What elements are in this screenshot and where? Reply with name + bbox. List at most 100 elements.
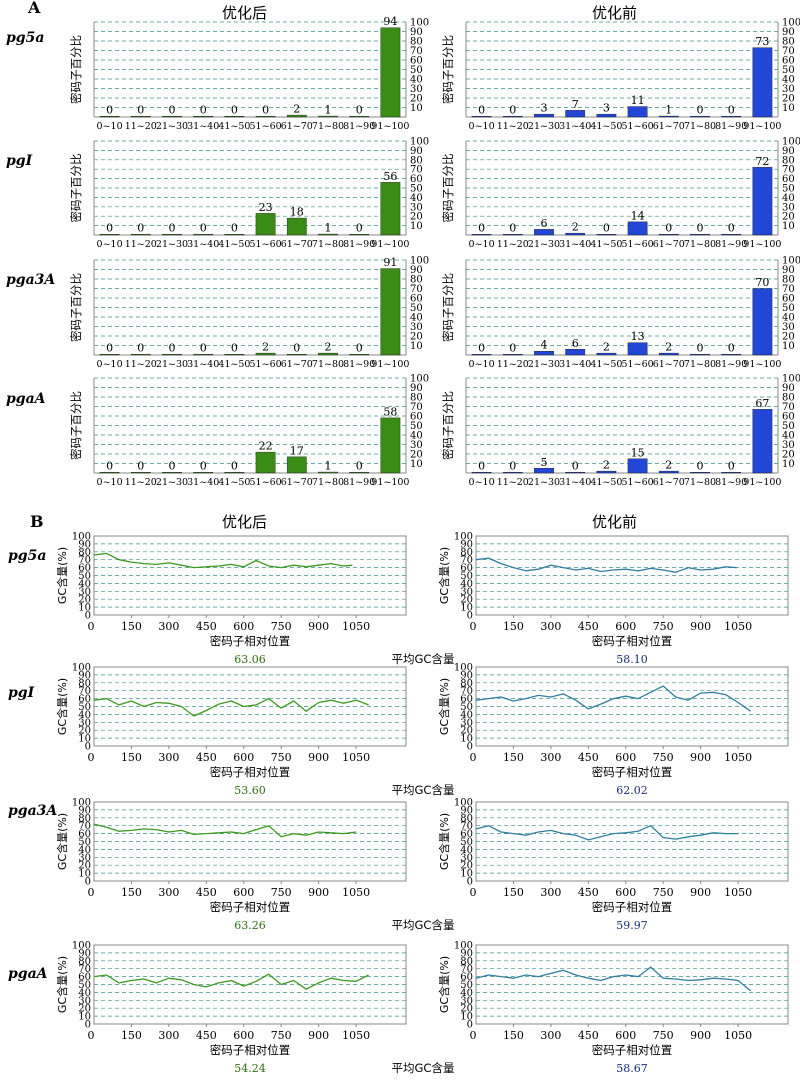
y-tick-label: 20 bbox=[78, 1004, 91, 1015]
data-label: 58 bbox=[383, 405, 397, 418]
y-tick-label: 0 bbox=[85, 742, 91, 753]
x-tick-label: 21~30 bbox=[528, 239, 560, 250]
bar bbox=[627, 458, 648, 474]
bar bbox=[193, 233, 214, 236]
y-tick-label: 30 bbox=[782, 202, 795, 213]
y-tick-label: 50 bbox=[410, 421, 423, 432]
bar bbox=[224, 233, 245, 236]
bar bbox=[721, 115, 742, 118]
bar bbox=[565, 472, 586, 474]
x-tick-label: 750 bbox=[653, 620, 674, 633]
bar bbox=[752, 409, 773, 474]
x-tick-label: 51~60 bbox=[250, 239, 282, 250]
x-tick-label: 1050 bbox=[724, 751, 752, 764]
x-tick-label: 11~20 bbox=[497, 239, 529, 250]
data-label: 0 bbox=[106, 460, 113, 473]
y-axis-label: GC含量(%) bbox=[55, 956, 69, 1013]
y-tick-label: 70 bbox=[78, 555, 91, 566]
y-tick-label: 30 bbox=[782, 322, 795, 333]
y-tick-label: 80 bbox=[460, 813, 473, 824]
bar bbox=[752, 288, 773, 356]
data-label: 3 bbox=[603, 102, 610, 115]
plot-frame bbox=[93, 666, 407, 747]
y-tick-label: 10 bbox=[782, 221, 795, 232]
x-tick-label: 150 bbox=[121, 751, 142, 764]
y-tick-label: 30 bbox=[78, 853, 91, 864]
x-tick-label: 61~70 bbox=[653, 359, 685, 370]
x-tick-label: 0 bbox=[88, 620, 95, 633]
x-tick-label: 91~100 bbox=[371, 121, 409, 132]
y-tick-label: 10 bbox=[410, 103, 423, 114]
data-label: 0 bbox=[137, 222, 144, 235]
bar bbox=[255, 451, 276, 474]
data-label: 1 bbox=[325, 222, 332, 235]
y-tick-label: 100 bbox=[454, 663, 473, 674]
x-tick-label: 41~50 bbox=[590, 477, 622, 488]
y-axis-label: 密码子百分比 bbox=[69, 35, 83, 104]
data-label: 0 bbox=[293, 342, 300, 355]
bar bbox=[658, 352, 679, 356]
y-tick-label: 30 bbox=[460, 853, 473, 864]
data-label: 0 bbox=[169, 460, 176, 473]
y-tick-label: 30 bbox=[410, 202, 423, 213]
data-label: 0 bbox=[728, 342, 735, 355]
x-tick-label: 0~10 bbox=[97, 477, 123, 488]
panel-b-header-optimized: 优化后 bbox=[222, 513, 268, 531]
y-tick-label: 70 bbox=[410, 284, 423, 295]
y-tick-label: 40 bbox=[782, 75, 795, 86]
x-tick-label: 31~40 bbox=[187, 239, 219, 250]
x-tick-label: 600 bbox=[233, 886, 254, 899]
panel-b-letter: B bbox=[30, 512, 44, 531]
data-label: 2 bbox=[572, 221, 579, 234]
data-label: 0 bbox=[356, 104, 363, 117]
y-tick-label: 70 bbox=[410, 46, 423, 57]
plot-frame bbox=[93, 801, 407, 882]
data-label: 0 bbox=[572, 460, 579, 473]
bar bbox=[318, 352, 338, 356]
x-tick-label: 600 bbox=[615, 886, 636, 899]
x-tick-label: 81~90 bbox=[343, 359, 375, 370]
data-label: 0 bbox=[728, 222, 735, 235]
y-tick-label: 70 bbox=[410, 165, 423, 176]
x-tick-label: 0 bbox=[470, 751, 477, 764]
y-tick-label: 10 bbox=[782, 459, 795, 470]
bar bbox=[596, 470, 617, 474]
x-tick-label: 0~10 bbox=[469, 239, 495, 250]
y-tick-label: 60 bbox=[460, 972, 473, 983]
y-tick-label: 30 bbox=[78, 718, 91, 729]
x-tick-label: 91~100 bbox=[743, 239, 781, 250]
y-tick-label: 20 bbox=[410, 212, 423, 223]
average-gc-value: 53.60 bbox=[234, 784, 266, 797]
y-tick-label: 80 bbox=[460, 956, 473, 967]
x-tick-label: 11~20 bbox=[125, 121, 157, 132]
x-tick-label: 900 bbox=[690, 620, 711, 633]
average-gc-value: 63.06 bbox=[234, 653, 266, 666]
y-tick-label: 90 bbox=[460, 948, 473, 959]
y-axis-label: 密码子百分比 bbox=[441, 154, 455, 223]
y-tick-label: 70 bbox=[460, 964, 473, 975]
y-axis-label: 密码子百分比 bbox=[69, 391, 83, 460]
y-tick-label: 100 bbox=[782, 18, 800, 29]
data-label: 2 bbox=[325, 341, 332, 354]
y-axis-label: GC含量(%) bbox=[55, 547, 69, 604]
data-label: 2 bbox=[262, 341, 269, 354]
data-label: 0 bbox=[356, 460, 363, 473]
y-tick-label: 30 bbox=[782, 440, 795, 451]
x-tick-label: 51~60 bbox=[250, 121, 282, 132]
y-tick-label: 60 bbox=[410, 294, 423, 305]
y-tick-label: 60 bbox=[782, 174, 795, 185]
bar bbox=[721, 354, 742, 356]
bar bbox=[534, 468, 554, 474]
data-label: 0 bbox=[262, 104, 269, 117]
y-tick-label: 90 bbox=[410, 383, 423, 394]
data-label: 94 bbox=[383, 15, 397, 28]
x-tick-label: 300 bbox=[540, 751, 561, 764]
gene-label-pgaA-a: pgaA bbox=[6, 391, 46, 407]
x-axis-label: 密码子相对位置 bbox=[210, 634, 291, 648]
y-tick-label: 100 bbox=[72, 941, 91, 952]
x-tick-label: 21~30 bbox=[156, 477, 188, 488]
y-tick-label: 70 bbox=[460, 821, 473, 832]
x-tick-label: 91~100 bbox=[743, 477, 781, 488]
y-tick-label: 40 bbox=[782, 193, 795, 204]
